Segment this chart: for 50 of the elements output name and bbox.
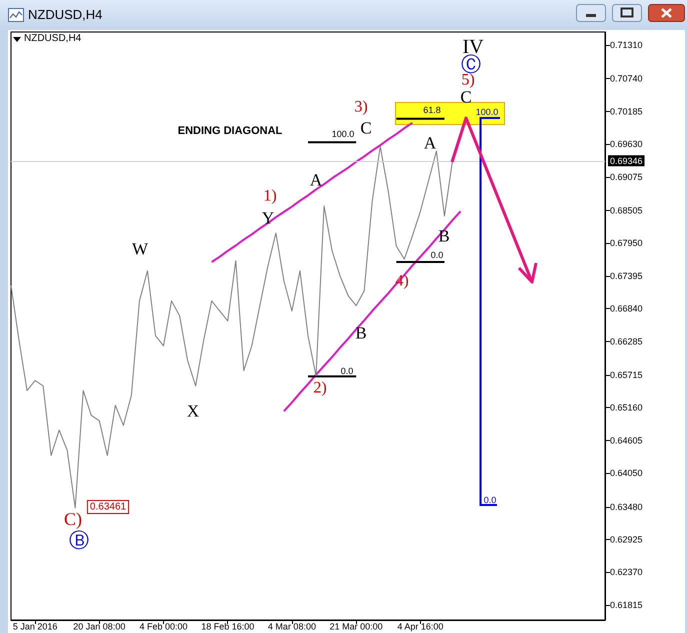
y-tick-label: 0.69075 [610, 172, 643, 182]
annotation: C) [64, 509, 82, 529]
annotation: W [132, 240, 149, 258]
annotation: Ⓑ [69, 530, 89, 552]
y-tick-label: 0.65715 [610, 370, 643, 380]
y-tick-label: 0.61815 [610, 600, 643, 610]
y-tick-label: 0.64050 [610, 468, 643, 478]
y-tick-label: 0.71310 [610, 40, 643, 50]
y-tick-label: 0.66285 [610, 336, 643, 346]
annotation: B [355, 324, 367, 342]
annotation: B [438, 226, 450, 246]
annotation: C [460, 88, 472, 106]
y-tick-label: 0.66840 [610, 304, 643, 314]
y-tick-label: 0.70740 [610, 74, 643, 84]
y-tick-label: 0.63480 [610, 502, 643, 512]
y-tick-label: 0.64605 [610, 435, 643, 446]
annotation: A [424, 134, 437, 152]
annotation: X [186, 402, 200, 420]
x-tick-label: 4 Apr 16:00 [397, 622, 444, 632]
x-tick-label: 5 Jan 2016 [12, 622, 58, 632]
y-tick-label: 0.62925 [610, 534, 643, 544]
annotation: 2) [313, 380, 327, 396]
x-tick-label: 18 Feb 16:00 [201, 622, 254, 632]
chart-title: NZDUSD,H4 [28, 7, 102, 22]
line-series [282, 210, 462, 412]
x-tick-label: 20 Jan 08:00 [73, 622, 126, 632]
annotation: 61.8 [423, 105, 441, 115]
chart-subtitle: NZDUSD,H4 [24, 33, 82, 44]
y-tick-label: 0.70185 [610, 106, 643, 116]
annotation: 100.0 [476, 107, 498, 117]
annotation: ENDING DIAGONAL [178, 125, 283, 137]
annotation: 0.63461 [90, 502, 127, 512]
y-tick-label: 0.65160 [610, 402, 643, 413]
x-tick-label: 4 Mar 08:00 [268, 622, 316, 632]
x-tick-label: 4 Feb 00:00 [139, 622, 188, 632]
y-tick-label: 0.67395 [610, 270, 643, 281]
annotation: A [310, 170, 323, 190]
annotation: C [360, 118, 372, 138]
x-tick-label: 21 Mar 00:00 [330, 622, 383, 632]
y-tick-label: 0.67950 [610, 238, 643, 248]
y-tick-label: 0.62370 [610, 567, 643, 578]
annotation: 0.0 [484, 495, 496, 505]
annotation: 0.0 [340, 366, 354, 376]
annotation: 100.0 [332, 129, 354, 139]
ref-line-label: 0.69346 [610, 156, 643, 166]
y-tick-label: 0.69630 [610, 139, 643, 150]
y-tick-label: 0.68505 [610, 205, 643, 216]
annotation: 1) [263, 188, 277, 204]
annotation: 3) [354, 98, 368, 116]
annotation: 0.0 [430, 250, 444, 260]
